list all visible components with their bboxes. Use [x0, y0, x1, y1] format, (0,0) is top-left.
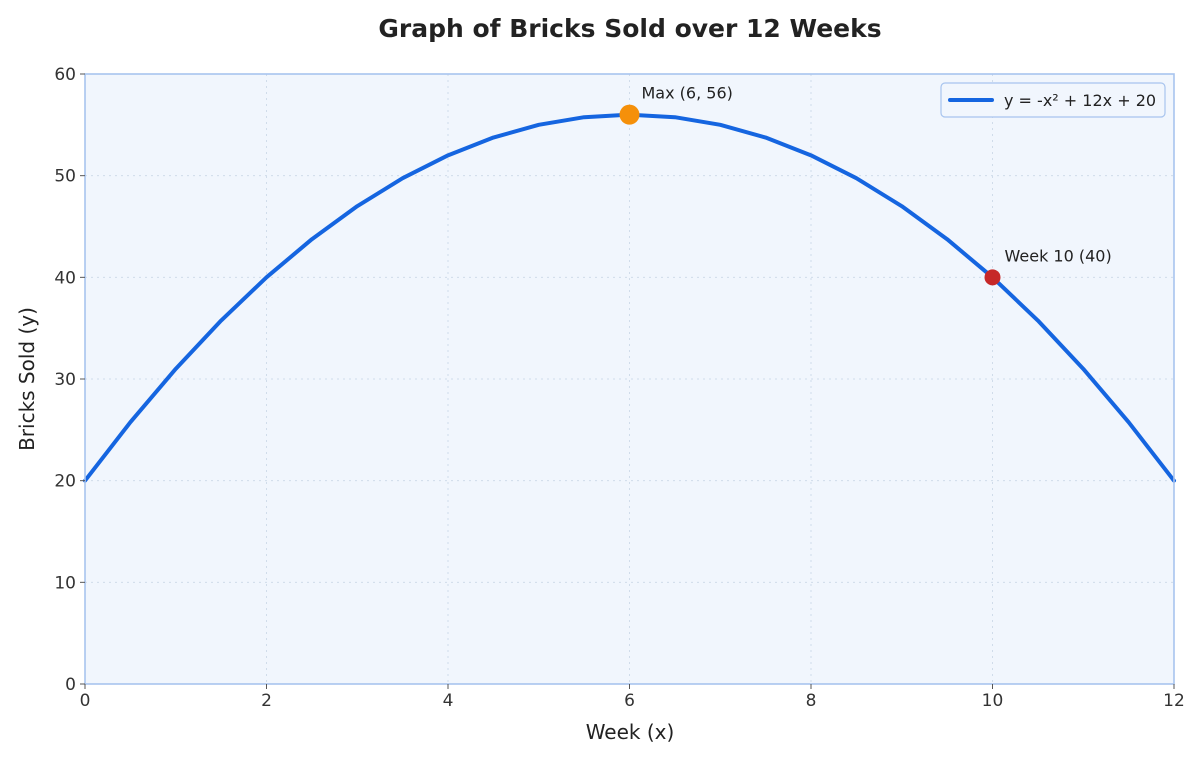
y-axis-label: Bricks Sold (y): [15, 307, 39, 451]
x-tick-label-4: 8: [806, 691, 817, 711]
legend-box: [940, 82, 1166, 118]
y-tick-label-4: 40: [54, 268, 76, 288]
x-axis-label: Week (x): [586, 720, 675, 744]
chart-title: Graph of Bricks Sold over 12 Weeks: [378, 14, 881, 43]
x-tick-label-2: 4: [443, 691, 454, 711]
axis-ticks: 0 2 4 6 8 10 12 0 10 20 30 40 50 60: [54, 65, 1184, 711]
week10-point-label: Week 10 (40): [1005, 246, 1112, 265]
legend-label-0: y = -x² + 12x + 20: [1004, 91, 1156, 110]
x-tick-label-5: 10: [982, 691, 1004, 711]
y-tick-label-0: 0: [65, 675, 76, 695]
y-tick-label-6: 60: [54, 65, 76, 85]
annotation-points: Max (6, 56) Week 10 (40): [619, 84, 1112, 286]
x-tick-label-0: 0: [80, 691, 91, 711]
y-tick-label-3: 30: [54, 370, 76, 390]
week10-point: [984, 269, 1001, 286]
legend: y = -x² + 12x + 20: [940, 82, 1166, 118]
y-tick-label-1: 10: [54, 573, 76, 593]
y-tick-label-2: 20: [54, 472, 76, 492]
max-point: [619, 104, 640, 125]
max-point-label: Max (6, 56): [642, 84, 733, 103]
x-tick-label-3: 6: [624, 691, 635, 711]
x-tick-label-6: 12: [1163, 691, 1185, 711]
y-tick-label-5: 50: [54, 167, 76, 187]
x-tick-label-1: 2: [261, 691, 272, 711]
